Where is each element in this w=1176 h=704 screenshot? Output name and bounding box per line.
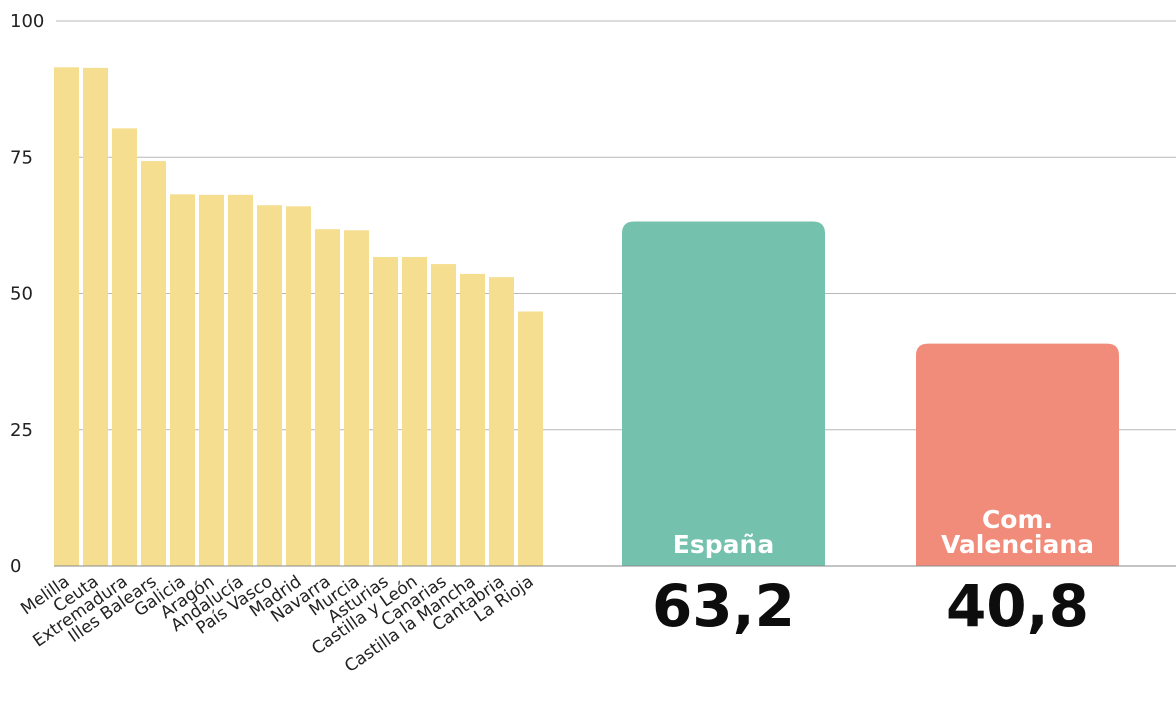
bar-canarias [431, 264, 456, 566]
bar-category-label: Valenciana [941, 530, 1094, 559]
bar-madrid [286, 206, 311, 567]
summary-value-labels: 63,2 40,8 [652, 572, 1089, 640]
bar-melilla [54, 67, 79, 566]
bar-castilla-y-león [402, 256, 427, 566]
y-tick-label: 100 [10, 11, 44, 32]
value-label: 63,2 [652, 572, 795, 640]
bar-extremadura [112, 128, 137, 567]
bar-espana [622, 221, 825, 566]
bar-andalucía [228, 194, 253, 567]
bar-castilla-la-mancha [460, 273, 485, 566]
bar-asturias [373, 256, 398, 566]
bar-galicia [170, 194, 195, 566]
value-label: 40,8 [946, 572, 1089, 640]
y-axis-tick-labels: 0 25 50 75 100 [10, 11, 44, 577]
bar-aragón [199, 194, 224, 567]
y-tick-label: 50 [10, 284, 33, 305]
y-tick-label: 25 [10, 420, 33, 441]
bar-murcia [344, 230, 369, 566]
bar-la-rioja [518, 311, 543, 566]
bar-cantabria [489, 277, 514, 566]
y-tick-label: 75 [10, 147, 33, 168]
regional-bars [54, 67, 543, 567]
bar-category-label: Com. [982, 505, 1053, 534]
bar-category-label: España [673, 530, 774, 559]
summary-bars: España Com.Valenciana [622, 221, 1119, 566]
bar-illes-balears [141, 161, 166, 566]
bar-país-vasco [257, 205, 282, 566]
y-tick-label: 0 [10, 556, 21, 577]
bar-com-valenciana [916, 343, 1119, 566]
bar-ceuta [83, 67, 108, 567]
bar-navarra [315, 229, 340, 566]
